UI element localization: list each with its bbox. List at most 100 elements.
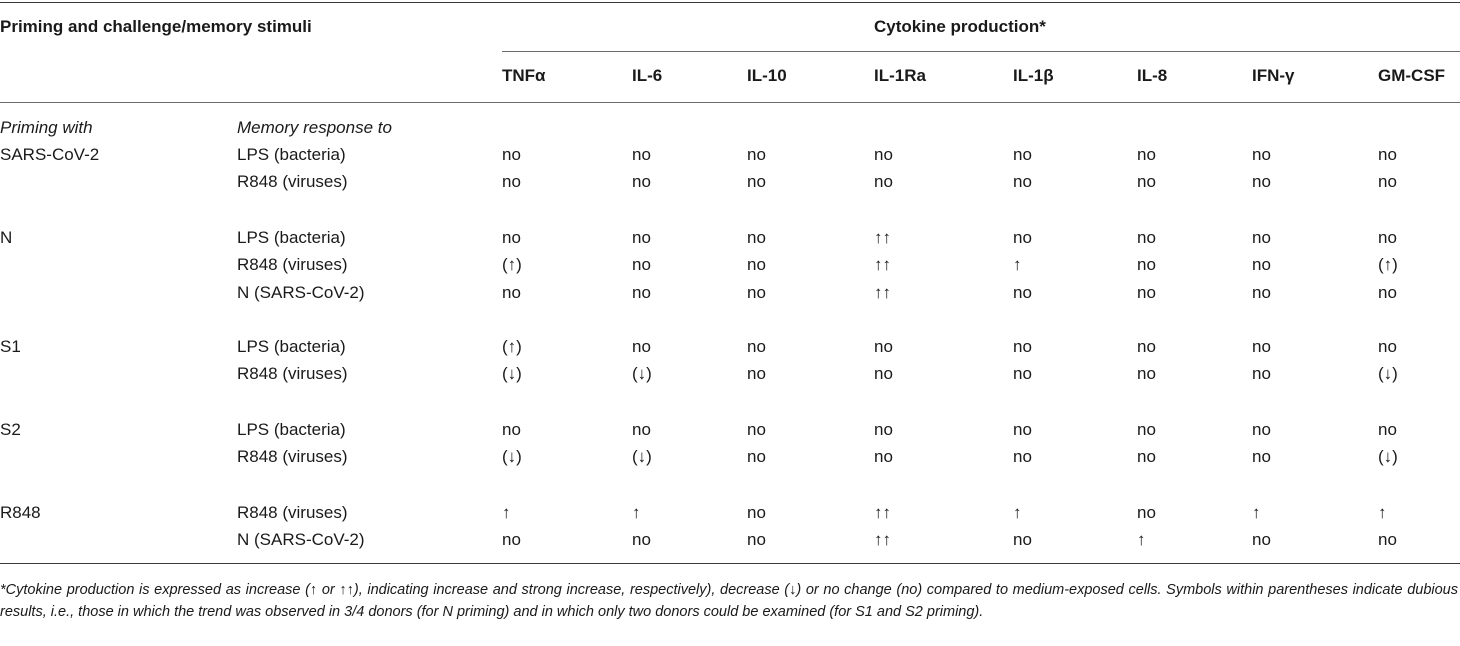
cytokine-value-cell: no [1137,172,1156,191]
cytokine-value-cell: no [1252,145,1271,164]
cytokine-value-cell: no [1252,420,1271,439]
cytokine-value-cell: no [632,530,651,549]
cytokine-production-header: Cytokine production* [874,17,1046,36]
cytokine-value-cell: no [747,503,766,522]
cytokine-value-cell: no [1137,420,1156,439]
cytokine-value-cell: no [632,283,651,302]
cytokine-value-cell: no [1252,172,1271,191]
memory-stimulus: R848 (viruses) [237,255,348,274]
cytokine-value-cell: ↑ [1378,503,1387,522]
memory-stimulus: N (SARS-CoV-2) [237,283,365,302]
cytokine-value-cell: ↑ [1252,503,1261,522]
cytokine-value-cell: (↓) [632,364,652,383]
cytokine-value-cell: no [874,420,893,439]
cytokine-value-cell: ↑↑ [874,283,891,302]
column-header-7: GM-CSF [1378,66,1446,85]
cytokine-value-cell: no [502,228,521,247]
cytokine-value-cell: ↑ [502,503,511,522]
cytokine-value-cell: no [874,447,893,466]
cytokine-value-cell: (↑) [502,337,522,356]
priming-label: R848 [0,503,41,522]
cytokine-value-cell: no [502,283,521,302]
cytokine-value-cell: no [1137,503,1156,522]
column-header-6: IFN-γ [1252,66,1295,85]
cytokine-value-cell: ↑↑ [874,255,891,274]
cytokine-value-cell: no [502,530,521,549]
cytokine-value-cell: no [747,530,766,549]
column-header-3: IL-1Ra [874,66,926,85]
cytokine-value-cell: no [632,420,651,439]
memory-stimulus: R848 (viruses) [237,364,348,383]
column-header-2: IL-10 [747,66,787,85]
cytokine-value-cell: no [632,337,651,356]
cytokine-value-cell: no [1378,228,1397,247]
cytokine-value-cell: no [1137,145,1156,164]
cytokine-subheader-rule [502,51,1460,52]
cytokine-value-cell: (↓) [1378,447,1398,466]
memory-stimulus: R848 (viruses) [237,172,348,191]
memory-stimulus: LPS (bacteria) [237,420,346,439]
cytokine-value-cell: no [502,145,521,164]
cytokine-value-cell: no [747,283,766,302]
cytokine-value-cell: no [747,364,766,383]
cytokine-value-cell: no [1252,530,1271,549]
cytokine-value-cell: no [747,172,766,191]
cytokine-value-cell: no [1252,255,1271,274]
cytokine-value-cell: no [747,337,766,356]
memory-stimulus: N (SARS-CoV-2) [237,530,365,549]
cytokine-value-cell: no [1137,255,1156,274]
memory-stimulus: LPS (bacteria) [237,337,346,356]
cytokine-value-cell: no [502,172,521,191]
table-bottom-rule [0,563,1460,564]
cytokine-value-cell: no [1013,337,1032,356]
column-header-0: TNFα [502,66,546,85]
cytokine-value-cell: no [1013,364,1032,383]
cytokine-value-cell: no [1137,283,1156,302]
stimuli-header: Priming and challenge/memory stimuli [0,17,312,36]
cytokine-value-cell: ↑ [1013,255,1022,274]
cytokine-value-cell: no [632,228,651,247]
memory-stimulus: LPS (bacteria) [237,145,346,164]
cytokine-value-cell: no [874,145,893,164]
cytokine-value-cell: no [747,228,766,247]
cytokine-value-cell: no [747,420,766,439]
table-footnote: *Cytokine production is expressed as inc… [0,582,1458,620]
cytokine-value-cell: no [1013,447,1032,466]
cytokine-value-cell: ↑ [1137,530,1146,549]
cytokine-value-cell: no [747,255,766,274]
cytokine-value-cell: ↑ [1013,503,1022,522]
cytokine-value-cell: no [1013,420,1032,439]
cytokine-value-cell: no [1137,228,1156,247]
cytokine-value-cell: no [874,364,893,383]
cytokine-value-cell: ↑ [632,503,641,522]
cytokine-value-cell: no [874,172,893,191]
cytokine-value-cell: no [1137,364,1156,383]
column-header-1: IL-6 [632,66,663,85]
cytokine-value-cell: no [1252,447,1271,466]
cytokine-value-cell: no [1252,337,1271,356]
cytokine-value-cell: no [1252,228,1271,247]
priming-label: SARS-CoV-2 [0,145,100,164]
cytokine-value-cell: no [1252,283,1271,302]
header-bottom-rule [0,102,1460,103]
cytokine-value-cell: (↓) [502,447,522,466]
priming-with-label: Priming with [0,118,93,137]
memory-stimulus: R848 (viruses) [237,447,348,466]
cytokine-value-cell: no [1013,283,1032,302]
cytokine-value-cell: no [1378,337,1397,356]
table-top-rule [0,2,1460,3]
memory-stimulus: R848 (viruses) [237,503,348,522]
cytokine-value-cell: no [632,145,651,164]
cytokine-value-cell: no [1378,283,1397,302]
cytokine-value-cell: no [874,337,893,356]
cytokine-value-cell: no [1137,447,1156,466]
cytokine-value-cell: no [632,255,651,274]
priming-label: N [0,228,13,247]
cytokine-value-cell: (↑) [1378,255,1398,274]
cytokine-value-cell: no [1378,530,1397,549]
cytokine-value-cell: no [1013,172,1032,191]
priming-label: S1 [0,337,21,356]
cytokine-value-cell: no [502,420,521,439]
cytokine-value-cell: no [1252,364,1271,383]
cytokine-value-cell: no [1013,530,1032,549]
